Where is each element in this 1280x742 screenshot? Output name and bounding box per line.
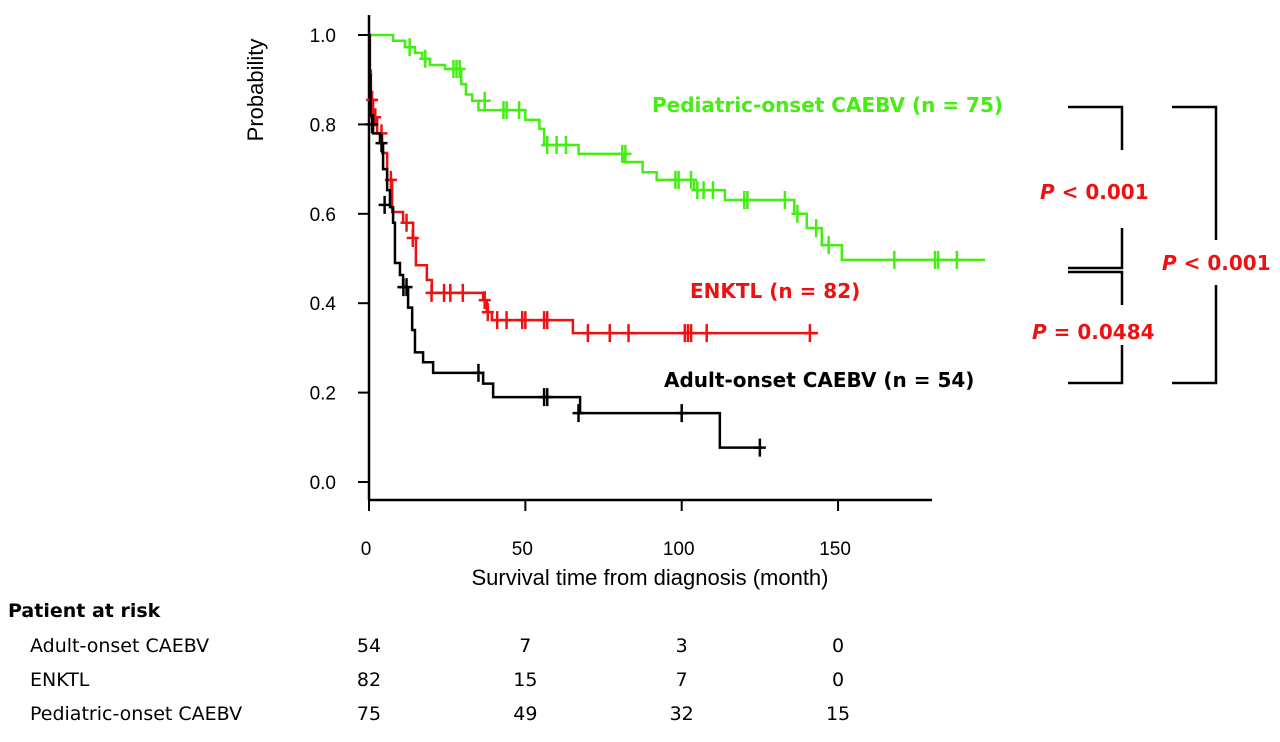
x-tick-label: 150 bbox=[819, 539, 851, 560]
censor-mark bbox=[444, 283, 457, 302]
censor-mark bbox=[500, 101, 513, 120]
risk-value: 15 bbox=[826, 703, 850, 725]
risk-value: 15 bbox=[513, 669, 537, 691]
censor-mark bbox=[791, 204, 804, 223]
censor-mark bbox=[513, 101, 526, 120]
risk-value: 75 bbox=[357, 703, 381, 725]
p-value-ped-adult: P < 0.001 bbox=[1162, 251, 1271, 275]
risk-table-title: Patient at risk bbox=[8, 600, 161, 622]
censor-mark bbox=[622, 324, 635, 343]
censor-mark bbox=[706, 181, 719, 200]
y-tick-label: 0.2 bbox=[310, 384, 336, 405]
risk-value: 7 bbox=[519, 635, 531, 657]
risk-value: 49 bbox=[513, 703, 537, 725]
y-tick-label: 0.8 bbox=[310, 115, 336, 136]
risk-value: 7 bbox=[676, 669, 688, 691]
y-tick-label: 0.4 bbox=[310, 294, 337, 315]
censor-mark bbox=[685, 324, 698, 343]
x-tick-label: 100 bbox=[663, 539, 695, 560]
censor-mark bbox=[519, 311, 532, 330]
censor-mark bbox=[603, 324, 616, 343]
legend-adult: Adult-onset CAEBV (n = 54) bbox=[664, 368, 974, 392]
risk-value: 54 bbox=[357, 635, 381, 657]
censor-mark bbox=[541, 311, 554, 330]
legend-pediatric: Pediatric-onset CAEBV (n = 75) bbox=[652, 93, 1003, 117]
censor-mark bbox=[400, 278, 413, 297]
legend-enktl: ENKTL (n = 82) bbox=[690, 279, 860, 303]
censor-mark bbox=[453, 59, 466, 78]
censor-mark bbox=[419, 49, 432, 68]
y-tick-label: 0.0 bbox=[310, 473, 336, 494]
risk-row-label: Pediatric-onset CAEBV bbox=[30, 703, 242, 725]
y-axis-label: Probability bbox=[243, 39, 268, 142]
censor-mark bbox=[478, 291, 491, 310]
x-tick-label: 50 bbox=[512, 539, 533, 560]
censor-mark bbox=[366, 115, 379, 134]
censor-mark bbox=[500, 311, 513, 330]
censor-mark bbox=[472, 363, 485, 382]
censor-mark bbox=[406, 228, 419, 247]
risk-value: 32 bbox=[670, 703, 694, 725]
x-axis-label: Survival time from diagnosis (month) bbox=[471, 565, 828, 590]
risk-value: 0 bbox=[832, 635, 844, 657]
censor-mark bbox=[456, 283, 469, 302]
censor-mark bbox=[675, 404, 688, 423]
risk-value: 82 bbox=[357, 669, 381, 691]
censor-mark bbox=[685, 170, 698, 189]
censor-mark bbox=[400, 213, 413, 232]
risk-row-label: Adult-onset CAEBV bbox=[30, 635, 209, 657]
censor-mark bbox=[572, 404, 585, 423]
censor-mark bbox=[403, 38, 416, 57]
censor-mark bbox=[932, 250, 945, 269]
censor-mark bbox=[753, 438, 766, 457]
censor-mark bbox=[803, 324, 816, 343]
censor-mark bbox=[619, 144, 632, 163]
censor-mark bbox=[778, 190, 791, 209]
risk-row-label: ENKTL bbox=[30, 669, 90, 691]
y-tick-label: 1.0 bbox=[310, 26, 336, 47]
risk-value: 3 bbox=[676, 635, 688, 657]
censor-mark bbox=[672, 170, 685, 189]
censor-mark bbox=[888, 250, 901, 269]
censor-mark bbox=[741, 190, 754, 209]
bracket-ped-enktl bbox=[1068, 105, 1218, 385]
censor-mark bbox=[378, 195, 391, 214]
censor-mark bbox=[478, 91, 491, 110]
censor-mark bbox=[950, 250, 963, 269]
censor-mark bbox=[581, 324, 594, 343]
y-tick-label: 0.6 bbox=[310, 205, 336, 226]
p-value-ped-enktl: P < 0.001 bbox=[1040, 180, 1149, 204]
x-tick-label: 0 bbox=[361, 539, 372, 560]
censor-mark bbox=[425, 283, 438, 302]
censor-mark bbox=[366, 90, 379, 109]
censor-mark bbox=[541, 388, 554, 407]
p-value-enktl-adult: P = 0.0484 bbox=[1032, 320, 1155, 344]
survival-curve-2 bbox=[368, 33, 760, 449]
censor-mark bbox=[822, 236, 835, 255]
censor-mark bbox=[810, 219, 823, 238]
censor-mark bbox=[375, 134, 388, 153]
censor-mark bbox=[481, 303, 494, 322]
risk-value: 0 bbox=[832, 669, 844, 691]
censor-mark bbox=[560, 135, 573, 154]
censor-mark bbox=[700, 324, 713, 343]
